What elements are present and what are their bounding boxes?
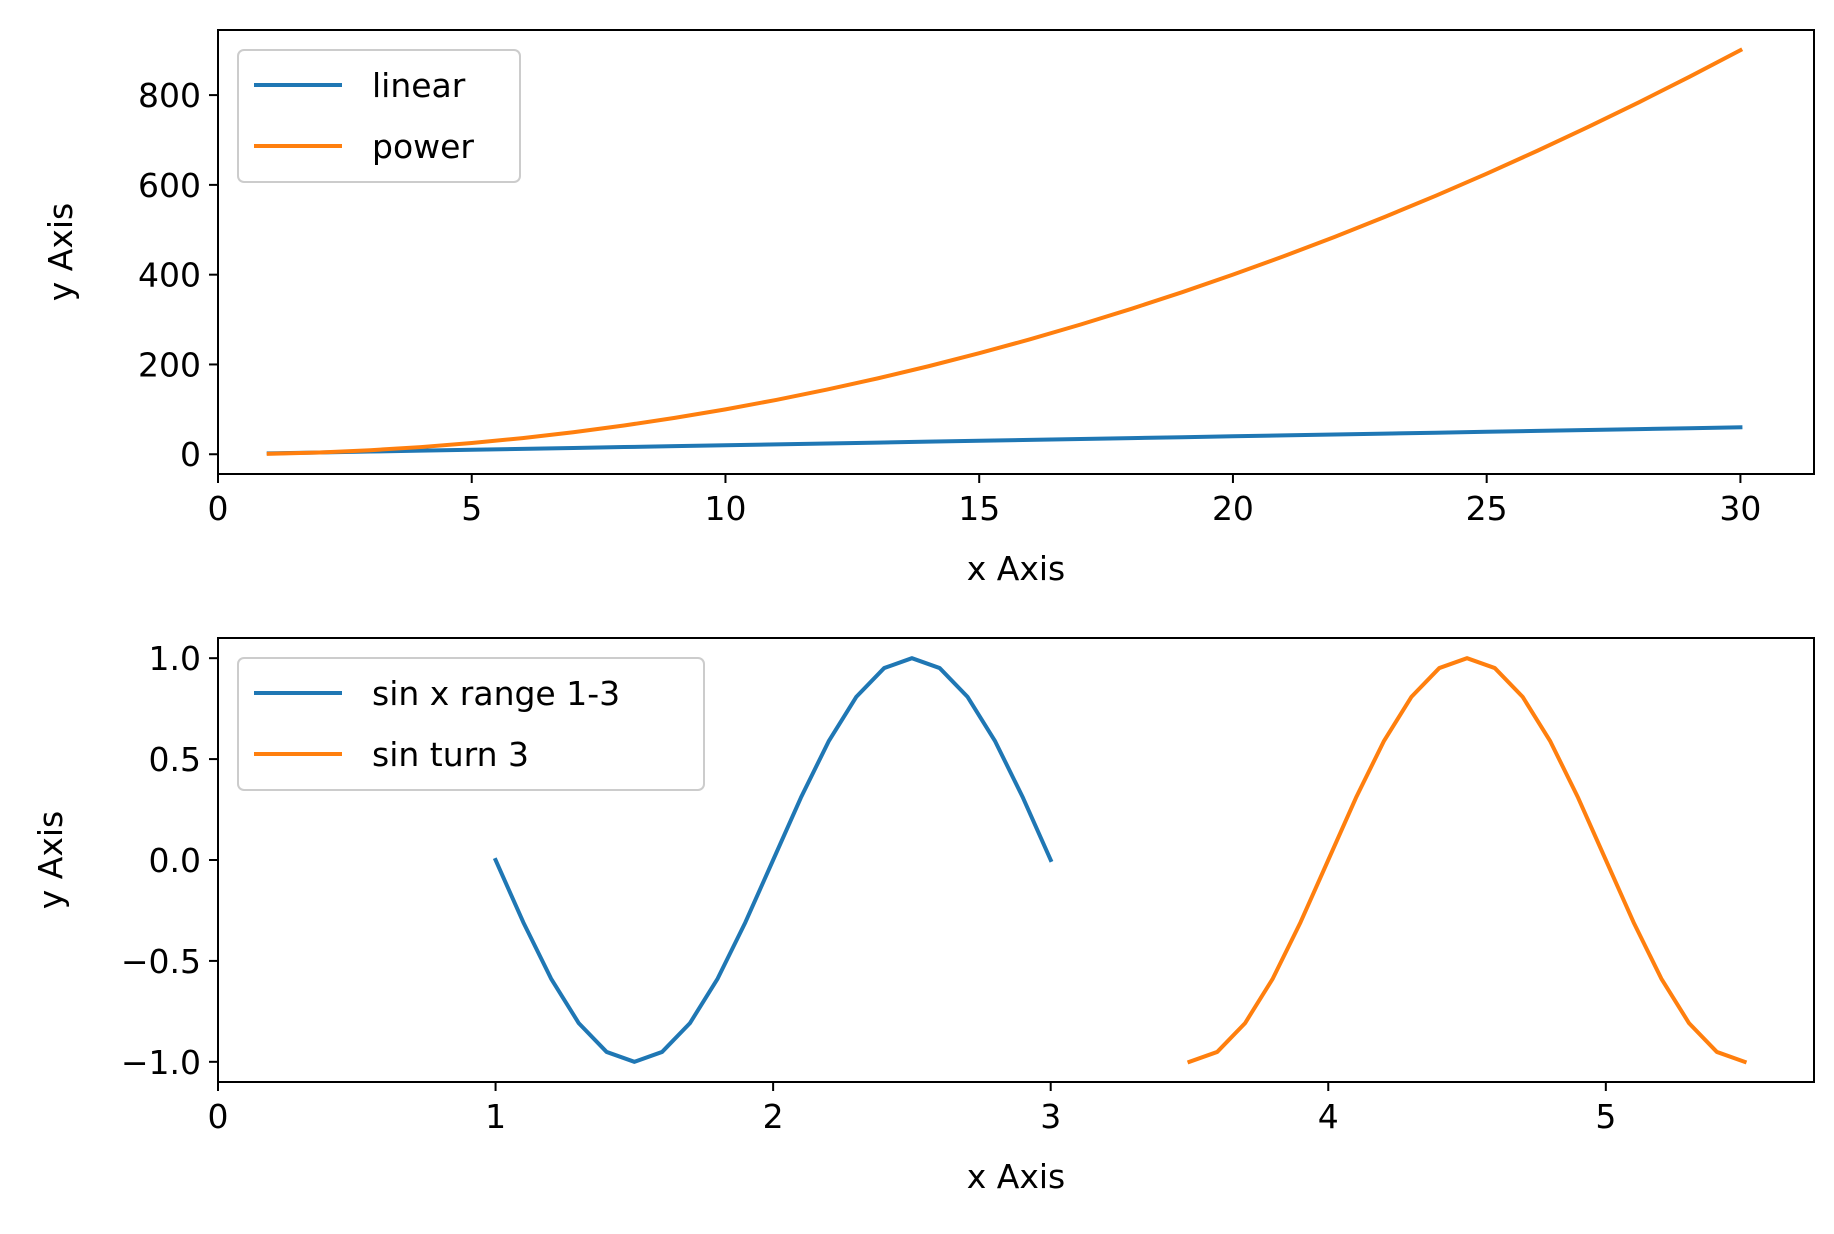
x-tick-label: 4 [1318,1097,1339,1136]
y-tick-label: −0.5 [121,942,201,981]
x-tick-label: 20 [1212,489,1254,528]
y-tick-label: 0.0 [149,841,201,880]
x-tick-label: 2 [763,1097,784,1136]
y-tick-label: 800 [138,76,201,115]
y-tick-label: 400 [138,256,201,295]
y-tick-label: 200 [138,345,201,384]
x-tick-label: 5 [461,489,482,528]
series-line-power [266,47,1744,456]
legend-label: sin x range 1-3 [372,674,620,713]
legend-box [237,657,705,791]
plot-frame [217,29,1815,475]
x-axis-label: x Axis [967,1157,1065,1196]
y-tick-label: 600 [138,166,201,205]
x-axis-label: x Axis [967,549,1065,588]
y-axis-label: y Axis [41,203,80,301]
legend: sin x range 1-3 sin turn 3 [237,657,705,791]
x-tick-label: 10 [704,489,746,528]
y-tick-label: 1.0 [149,639,201,678]
y-tick-label: 0 [180,435,201,474]
x-tick-label: 3 [1040,1097,1061,1136]
x-tick-label: 15 [958,489,1000,528]
y-tick-label: −1.0 [121,1043,201,1082]
series-line-sin-x-range-1-3 [492,656,1054,1064]
x-tick-label: 0 [208,489,229,528]
y-axis-label: y Axis [31,811,70,909]
legend-label: power [372,127,474,166]
legend-label: sin turn 3 [372,735,529,774]
subplot-bottom: 0 1 2 3 4 5 −1.0 −0.5 0.0 0.5 1.0 x Axis y Axis sin x… [31,637,1815,1196]
legend-label: linear [372,66,466,105]
y-tick-label: 0.5 [149,740,201,779]
x-tick-label: 5 [1595,1097,1616,1136]
x-tick-label: 30 [1719,489,1761,528]
series-line-sin-turn-3 [1186,656,1748,1065]
legend: linear power [237,49,521,183]
x-tick-label: 0 [208,1097,229,1136]
x-tick-label: 25 [1466,489,1508,528]
x-tick-label: 1 [485,1097,506,1136]
subplot-top: 0 5 10 15 20 25 30 0 200 400 600 800 x Axis y Axis lin… [41,29,1815,588]
series-line-linear [266,425,1743,456]
